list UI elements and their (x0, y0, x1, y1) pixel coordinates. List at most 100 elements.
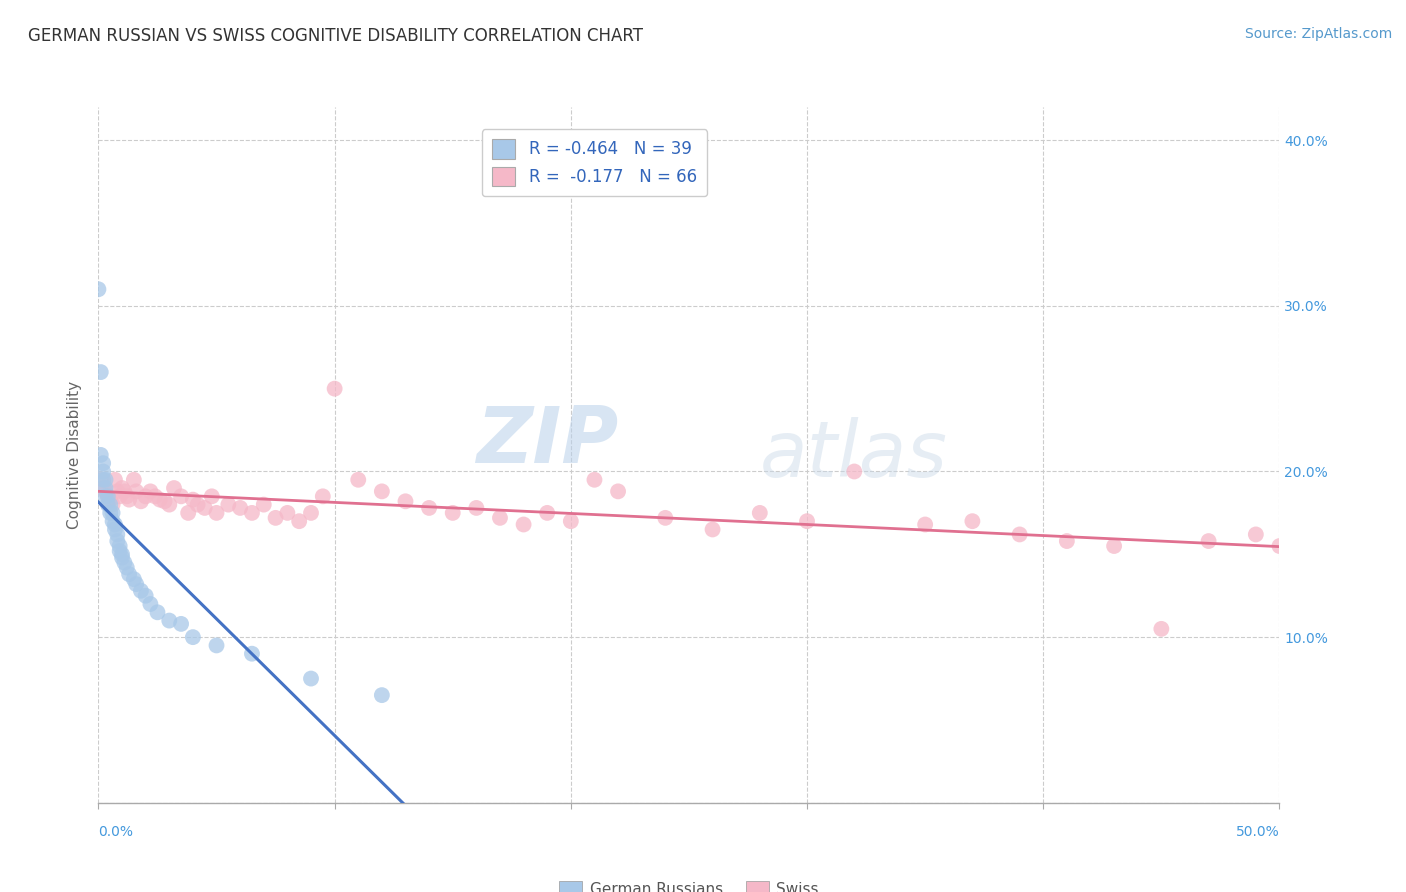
Point (118, 567, 141, 582)
Point (90, 473, 112, 487)
Point (201, 489, 224, 503)
Point (181, 630, 204, 644)
Point (194, 500, 217, 515)
Point (229, 500, 252, 515)
Point (536, 506, 558, 520)
Point (97, 489, 120, 503)
Point (129, 494, 152, 508)
Point (112, 484, 135, 499)
Point (240, 647, 263, 661)
Point (394, 494, 416, 508)
Point (1268, 539, 1291, 553)
Point (796, 514, 818, 528)
Point (94, 484, 117, 499)
Point (101, 498, 124, 512)
Text: GERMAN RUSSIAN VS SWISS COGNITIVE DISABILITY CORRELATION CHART: GERMAN RUSSIAN VS SWISS COGNITIVE DISABI… (28, 27, 643, 45)
Point (104, 523, 127, 537)
Point (94, 489, 117, 503)
Point (1056, 534, 1078, 549)
Point (264, 511, 287, 525)
Point (135, 589, 157, 603)
Point (143, 489, 166, 503)
Point (101, 514, 124, 528)
Point (104, 517, 127, 532)
Point (371, 688, 394, 702)
Point (288, 514, 311, 528)
Point (654, 511, 676, 525)
Point (914, 517, 936, 532)
Point (129, 583, 152, 598)
Point (108, 544, 131, 558)
Point (583, 473, 606, 487)
Point (115, 560, 138, 574)
Point (1008, 527, 1031, 541)
Point (418, 500, 440, 515)
Point (111, 547, 134, 561)
Point (205, 506, 228, 520)
Point (1244, 527, 1267, 541)
Point (94, 473, 117, 487)
Point (153, 494, 176, 508)
Point (702, 523, 724, 537)
Point (98, 506, 121, 520)
Point (94, 481, 117, 495)
Point (607, 484, 630, 499)
Point (465, 500, 488, 515)
Point (844, 465, 866, 479)
Legend: R = -0.464   N = 39, R =  -0.177   N = 66: R = -0.464 N = 39, R = -0.177 N = 66 (482, 129, 707, 196)
Point (205, 639, 228, 653)
Point (489, 511, 512, 525)
Text: atlas: atlas (759, 417, 948, 493)
Point (118, 492, 141, 507)
Point (347, 473, 370, 487)
Point (560, 514, 582, 528)
Text: 50.0%: 50.0% (1236, 825, 1279, 839)
Point (512, 517, 534, 532)
Text: 0.0%: 0.0% (98, 825, 134, 839)
Point (91, 456, 114, 470)
Point (98, 498, 121, 512)
Point (371, 484, 394, 499)
Point (157, 614, 180, 628)
Point (87, 282, 110, 296)
Point (104, 473, 127, 487)
Point (125, 577, 148, 591)
Point (90, 448, 112, 462)
Point (91, 473, 114, 487)
Point (240, 506, 263, 520)
Point (253, 498, 276, 512)
Point (122, 572, 145, 586)
Point (111, 481, 134, 495)
Text: ZIP: ZIP (475, 403, 619, 479)
Point (101, 506, 124, 520)
Point (91, 465, 114, 479)
Point (91, 481, 114, 495)
Point (105, 484, 128, 499)
Point (1102, 539, 1125, 553)
Point (108, 489, 131, 503)
Y-axis label: Cognitive Disability: Cognitive Disability (67, 381, 83, 529)
Point (170, 489, 193, 503)
Point (108, 539, 131, 553)
Point (115, 489, 138, 503)
Point (111, 550, 134, 565)
Point (276, 506, 298, 520)
Point (1198, 534, 1220, 549)
Point (312, 489, 335, 503)
Point (177, 506, 200, 520)
Point (149, 492, 172, 507)
Point (163, 481, 186, 495)
Point (105, 527, 128, 541)
Point (122, 473, 145, 487)
Point (146, 605, 169, 619)
Point (105, 534, 128, 549)
Point (181, 492, 204, 507)
Point (217, 498, 239, 512)
Point (90, 365, 112, 379)
Point (125, 484, 148, 499)
Point (170, 616, 193, 631)
Text: Source: ZipAtlas.com: Source: ZipAtlas.com (1244, 27, 1392, 41)
Point (97, 498, 120, 512)
Point (187, 498, 209, 512)
Point (962, 514, 984, 528)
